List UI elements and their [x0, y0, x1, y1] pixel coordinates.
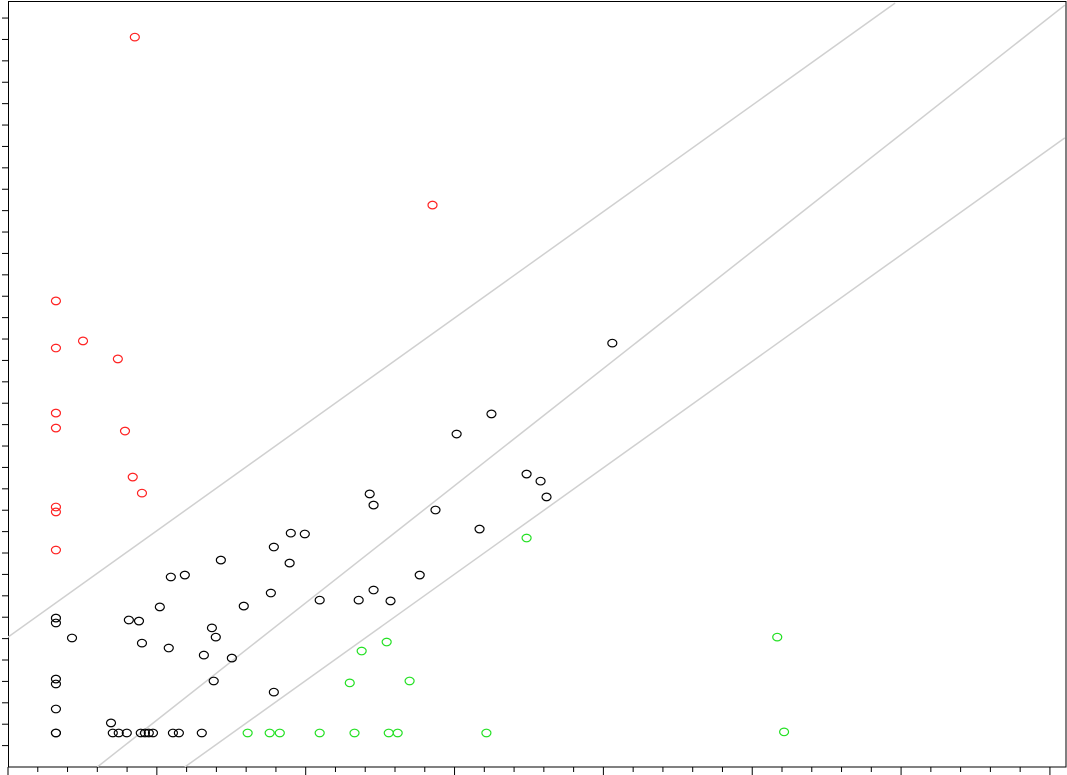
point: [521, 533, 532, 543]
point: [481, 728, 492, 738]
point: [121, 728, 132, 738]
point: [179, 570, 190, 580]
point: [344, 678, 355, 688]
reference-lines: [8, 2, 1066, 767]
points: [50, 32, 790, 738]
point: [349, 728, 360, 738]
point: [139, 728, 151, 738]
point: [50, 408, 62, 418]
point: [299, 529, 310, 539]
point: [314, 728, 325, 738]
point: [112, 354, 123, 364]
point: [268, 542, 279, 552]
reference-line: [96, 4, 1066, 767]
point: [135, 728, 146, 738]
point: [66, 633, 78, 643]
point: [385, 596, 396, 606]
point: [274, 728, 285, 738]
point: [136, 488, 148, 498]
point: [206, 623, 218, 633]
point: [427, 200, 438, 210]
point: [105, 718, 117, 728]
point: [210, 632, 221, 642]
point: [368, 585, 379, 595]
point: [356, 646, 367, 656]
reference-line: [184, 137, 1066, 767]
point: [143, 728, 154, 738]
point: [238, 601, 249, 611]
point: [165, 572, 176, 582]
point: [242, 728, 253, 738]
point: [167, 728, 179, 738]
point: [198, 650, 209, 660]
point: [778, 727, 790, 737]
point: [268, 687, 279, 697]
point: [50, 674, 62, 684]
point: [127, 472, 138, 482]
point: [77, 336, 89, 346]
point: [215, 555, 226, 565]
point: [404, 676, 415, 686]
plot-frame: [8, 1, 1067, 768]
point: [163, 643, 174, 653]
point: [154, 602, 165, 612]
point: [772, 632, 783, 642]
point: [208, 676, 219, 686]
point: [50, 296, 62, 306]
point: [368, 500, 379, 510]
point: [474, 524, 485, 534]
point: [451, 429, 462, 439]
reference-line: [8, 2, 896, 638]
point: [392, 728, 403, 738]
point: [107, 728, 118, 738]
point: [50, 613, 62, 623]
point: [50, 545, 62, 555]
point: [147, 728, 159, 738]
point: [353, 595, 364, 605]
point: [113, 728, 124, 738]
point: [226, 653, 237, 663]
point: [607, 338, 618, 348]
point: [129, 32, 140, 42]
point: [265, 588, 276, 598]
point: [285, 528, 296, 538]
point: [123, 615, 134, 625]
point: [50, 502, 62, 512]
point: [196, 728, 207, 738]
point: [486, 409, 497, 419]
point: [284, 558, 295, 568]
point: [535, 476, 546, 486]
point: [50, 343, 62, 353]
point: [136, 638, 148, 648]
point: [50, 423, 62, 433]
point: [430, 505, 441, 515]
point: [264, 728, 275, 738]
point: [381, 637, 392, 647]
point: [173, 728, 184, 738]
point: [50, 618, 62, 628]
point: [521, 469, 532, 479]
ticks: [2, 17, 1051, 775]
point: [50, 679, 62, 689]
point: [414, 570, 425, 580]
point: [364, 489, 375, 499]
point: [133, 616, 145, 626]
point: [383, 728, 394, 738]
point: [541, 492, 552, 502]
point: [50, 704, 62, 714]
point: [119, 426, 131, 436]
point: [50, 507, 62, 517]
point: [314, 595, 325, 605]
point: [50, 728, 62, 738]
